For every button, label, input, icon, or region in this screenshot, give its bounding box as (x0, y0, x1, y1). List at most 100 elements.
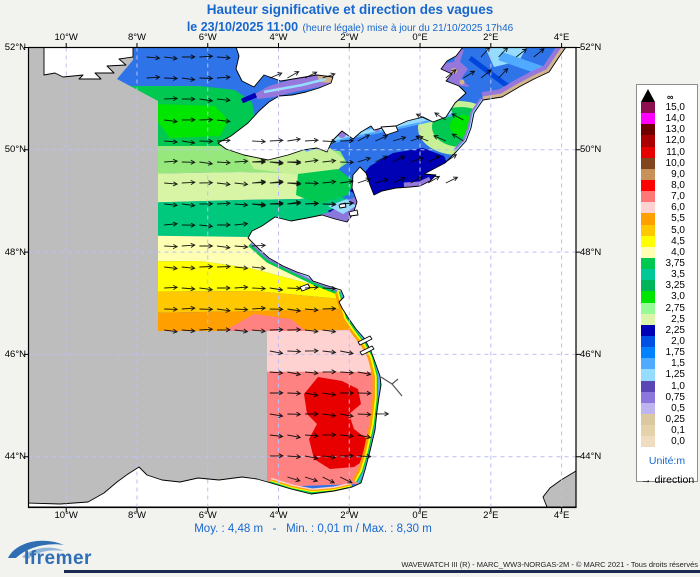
legend-swatch (641, 135, 655, 147)
legend-value: 10,0 (665, 157, 685, 169)
axis-tick-label: 6°W (198, 510, 217, 521)
legend-entry: 14,0 (637, 113, 697, 125)
legend-entry: 0,1 (637, 425, 697, 437)
legend-swatch (641, 291, 655, 303)
legend-swatch (641, 224, 655, 236)
legend-swatch (641, 213, 655, 225)
axis-tick-label: 44°N (580, 451, 602, 463)
axis-tick-label: 10°W (54, 510, 78, 521)
forecast-datetime: le 23/10/2025 11:00 (186, 20, 299, 34)
legend-value: 3,0 (671, 291, 685, 303)
land-ireland (43, 47, 134, 80)
legend-swatch (641, 235, 655, 247)
land-isle-of-wight (380, 125, 399, 136)
legend-value: 1,75 (665, 347, 685, 359)
axis-tick-label: 8°W (127, 32, 146, 43)
logo-wave-icon-light (22, 547, 64, 559)
axis-tick-label: 6°W (198, 32, 217, 43)
page-subtitle: le 23/10/2025 11:00 (heure légale) mise … (0, 18, 700, 36)
legend-swatch (641, 302, 655, 314)
min-max-value: Min. : 0,01 m / Max. : 8,30 m (286, 523, 432, 535)
legend-value: 2,75 (665, 302, 685, 314)
legend-value: 8,0 (671, 179, 685, 191)
legend-entry: 1,75 (637, 347, 697, 359)
legend-entry: 0,75 (637, 391, 697, 403)
legend-entries: 15,0 14,0 13,0 12,0 11,0 10,0 9,0 8,0 7,0 6,0 5,5 5… (637, 102, 697, 448)
axis-tick-label: 2°W (340, 510, 359, 521)
legend-entry: 2,25 (637, 324, 697, 336)
legend-swatch (641, 436, 655, 448)
legend-entry: 3,25 (637, 280, 697, 292)
legend-value: 0,5 (671, 402, 685, 414)
axis-tick-label: 2°W (340, 32, 359, 43)
legend-swatch (641, 425, 655, 437)
legend-value: 3,75 (665, 257, 685, 269)
axis-tick-label: 50°N (580, 144, 602, 156)
axis-tick-label: 4°E (553, 32, 570, 43)
legend-overflow-triangle-icon (641, 89, 655, 102)
legend-value: 5,0 (671, 224, 685, 236)
axis-tick-label: 52°N (4, 42, 26, 53)
update-info: (heure légale) mise à jour du 21/10/2025… (302, 23, 514, 34)
legend-value: 7,0 (671, 191, 685, 203)
legend-value: 4,0 (671, 246, 685, 258)
axis-tick-label: 4°W (269, 32, 288, 43)
legend-value: 1,0 (671, 380, 685, 392)
land-continent (28, 47, 576, 508)
legend-value: 0,25 (665, 413, 685, 425)
logo-text: Ifremer (24, 548, 92, 569)
land-jersey (348, 209, 359, 217)
legend-swatch (641, 391, 655, 403)
legend-value: 9,0 (671, 168, 685, 180)
legend-value: 2,0 (671, 335, 685, 347)
legend-entry: 1,0 (637, 380, 697, 392)
legend-entry: 13,0 (637, 124, 697, 136)
legend-entry: 12,0 (637, 135, 697, 147)
legend-swatch (641, 246, 655, 258)
legend-unit-label: Unité:m (648, 455, 686, 468)
axis-tick-label: 0°E (412, 32, 428, 43)
legend-entry: 15,0 (637, 102, 697, 114)
legend-entry: 0,25 (637, 413, 697, 426)
legend-value: 1,5 (671, 358, 685, 370)
axis-tick-label: 8°W (127, 510, 146, 521)
legend-value: 0,0 (671, 436, 685, 448)
color-scale-legend: ∞ 15,0 14,0 13,0 12,0 11,0 10,0 9,0 8,0 7,0 6,0 5,… (636, 84, 698, 486)
wave-direction-arrows (146, 47, 545, 484)
axis-tick-label: 46°N (580, 348, 602, 360)
page-title: Hauteur significative et direction des v… (206, 2, 494, 17)
legend-value: 15,0 (665, 102, 685, 113)
legend-entry: 1,5 (637, 358, 697, 370)
legend-swatch (641, 402, 655, 414)
legend-swatch (641, 257, 655, 270)
legend-swatch (641, 179, 655, 192)
footer-bar (64, 570, 700, 573)
legend-entry: 6,0 (637, 202, 697, 214)
axis-tick-label: 44°N (4, 451, 26, 463)
legend-swatch (641, 335, 655, 348)
legend-value: 4,5 (671, 235, 685, 247)
legend-swatch (641, 358, 655, 370)
legend-value: 2,25 (665, 324, 685, 336)
ifremer-logo: Ifremer (6, 536, 146, 572)
legend-entry: 3,5 (637, 269, 697, 281)
legend-swatch (641, 347, 655, 359)
legend-value: 13,0 (665, 124, 685, 136)
axis-tick-label: 46°N (4, 348, 26, 360)
legend-swatch (641, 146, 655, 158)
legend-entry: 5,5 (637, 213, 697, 225)
legend-entry: 5,0 (637, 224, 697, 236)
axis-tick-label: 2°E (483, 510, 499, 521)
legend-direction-row: → direction (637, 474, 697, 486)
legend-value: 12,0 (665, 135, 685, 147)
legend-value: 3,25 (665, 280, 685, 292)
land-ile-oleron (359, 345, 375, 356)
legend-swatch (641, 124, 655, 136)
gironde-estuary (380, 376, 403, 397)
legend-entry: 4,5 (637, 235, 697, 247)
axis-tick-label: 50°N (4, 144, 26, 156)
legend-entry: 8,0 (637, 179, 697, 192)
legend-value: 0,1 (671, 425, 685, 437)
legend-entry: 0,5 (637, 402, 697, 414)
footer-credit: WAVEWATCH III (R) - MARC_WW3-NORGAS-2M -… (401, 560, 698, 569)
